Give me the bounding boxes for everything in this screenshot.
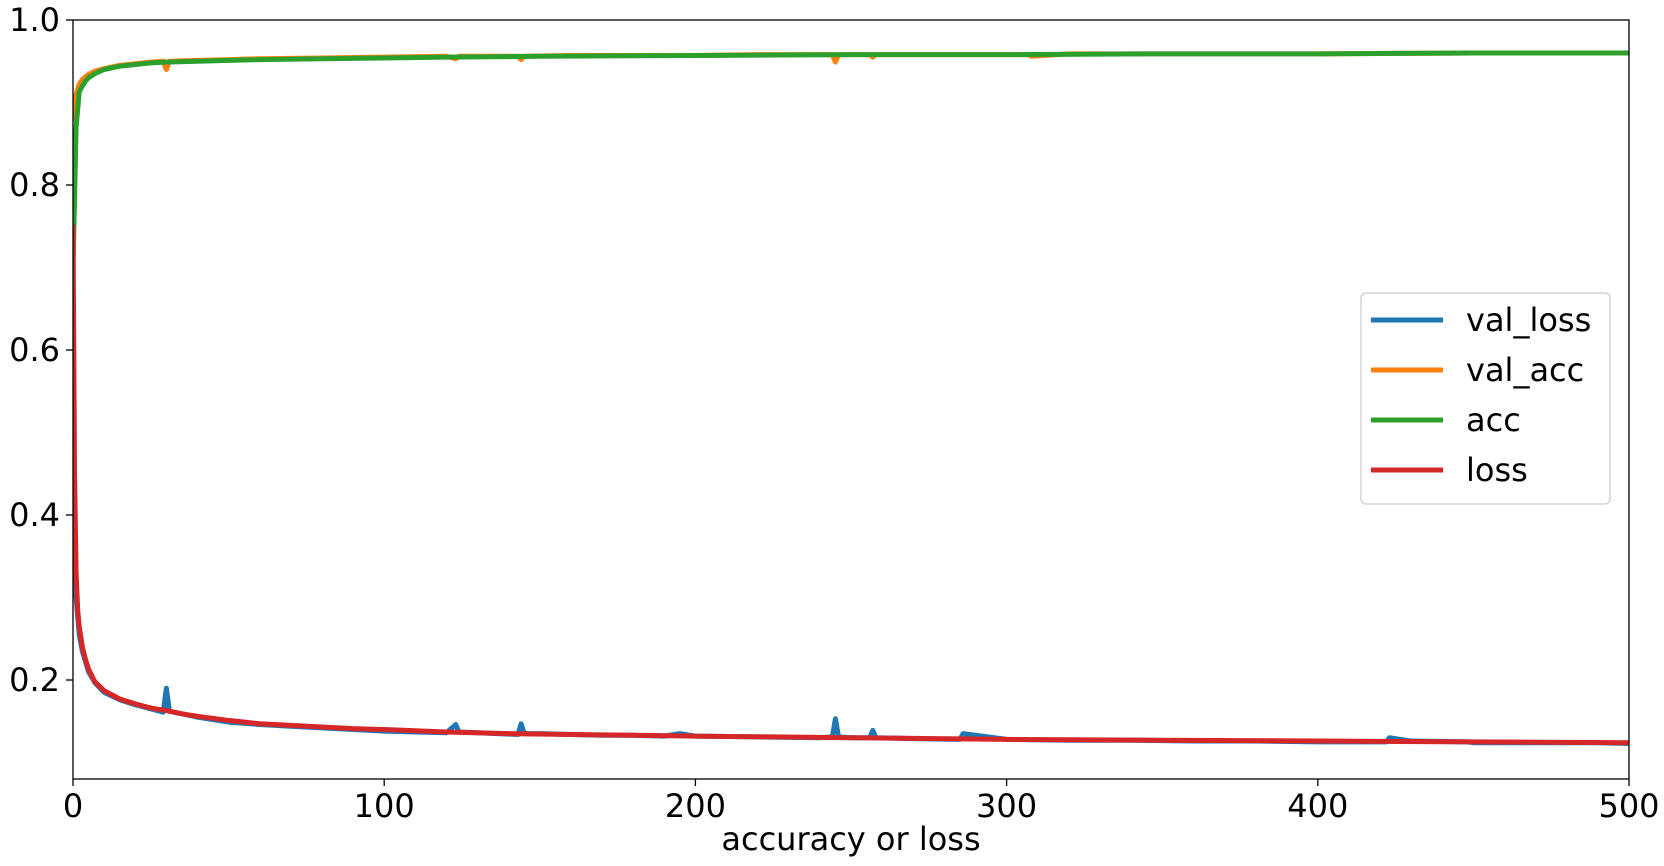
legend-label-val-acc: val_acc [1466, 351, 1584, 389]
x-tick-label: 500 [1598, 787, 1659, 825]
x-axis: 0 100 200 300 400 500 [63, 779, 1660, 825]
legend-label-loss: loss [1466, 451, 1528, 489]
y-tick-label: 0.2 [9, 661, 60, 699]
x-tick-label: 0 [63, 787, 83, 825]
legend-label-val-loss: val_loss [1466, 301, 1591, 339]
x-tick-label: 200 [665, 787, 726, 825]
x-tick-label: 400 [1287, 787, 1348, 825]
y-tick-label: 0.4 [9, 496, 60, 534]
y-tick-label: 0.6 [9, 331, 60, 369]
x-axis-title: accuracy or loss [721, 820, 980, 858]
series-line-loss [73, 223, 1629, 746]
series-line-acc [73, 50, 1629, 270]
legend-box [1360, 292, 1611, 505]
y-tick-label: 0.8 [9, 166, 60, 204]
x-tick-label: 300 [976, 787, 1037, 825]
series-layer [73, 50, 1629, 747]
plot-frame [72, 19, 1630, 780]
y-axis: 0.2 0.4 0.6 0.8 1.0 [9, 1, 73, 699]
x-tick-label: 100 [354, 787, 415, 825]
legend-label-acc: acc [1466, 401, 1521, 439]
y-tick-label: 1.0 [9, 1, 60, 39]
plot-area [72, 19, 1630, 780]
